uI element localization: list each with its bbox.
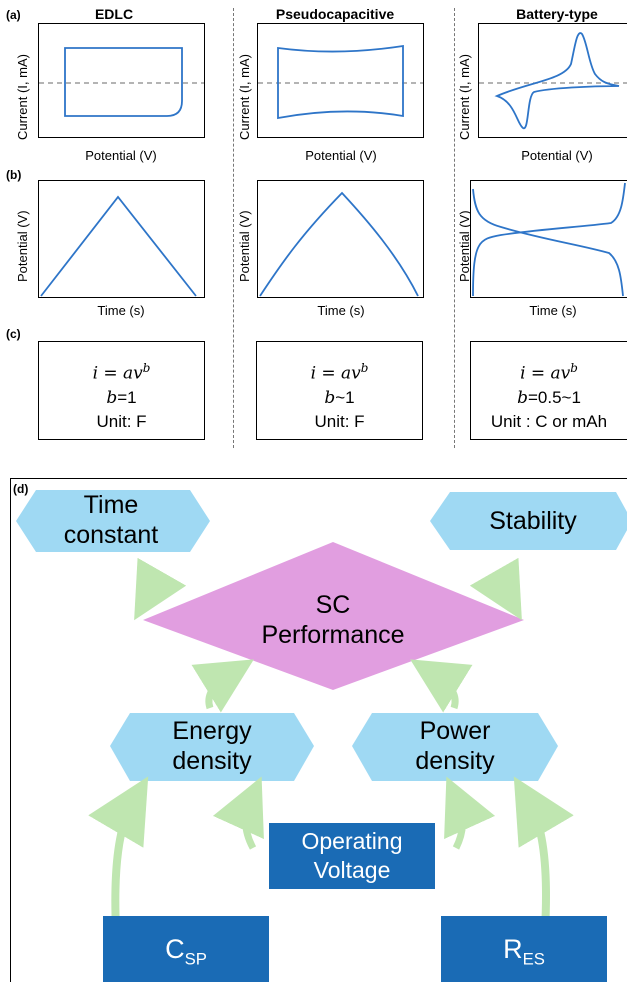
column-separator (233, 8, 234, 448)
b-value: b=1 (106, 387, 137, 408)
arrow (513, 776, 574, 931)
gcd-xlabel: Time (s) (529, 303, 577, 318)
arrow (410, 659, 473, 713)
arrow (469, 557, 522, 621)
power-law-equation: i = avb (92, 361, 151, 384)
equation-box-edlc: i = avb b=1 Unit: F (38, 341, 205, 440)
unit-label: Unit : C or mAh (490, 411, 608, 431)
cv-ylabel: Current (I, mA) (237, 54, 252, 140)
cv-xlabel: Potential (V) (521, 148, 593, 163)
b-value: b=0.5~1 (517, 387, 581, 408)
unit-label: Unit: F (96, 411, 147, 431)
gcd-xlabel: Time (s) (317, 303, 365, 318)
gcd-plot-pseudocapacitive (257, 180, 424, 298)
panel-label-c: (c) (6, 327, 21, 341)
cv-ylabel: Current (I, mA) (15, 54, 30, 140)
cv-plot-edlc (38, 23, 205, 138)
cv-xlabel: Potential (V) (305, 148, 377, 163)
res-box: RES (441, 916, 607, 982)
arrow (444, 776, 496, 850)
operating-voltage-box: Operating Voltage (269, 823, 435, 889)
gcd-plot-edlc (38, 180, 205, 298)
panel-label-b: (b) (6, 168, 22, 182)
cv-xlabel: Potential (V) (85, 148, 157, 163)
arrow (88, 776, 149, 931)
stability-label: Stability (489, 507, 577, 535)
column-title-edlc: EDLC (94, 6, 134, 22)
stability-hexagon (430, 492, 627, 550)
time-constant-label: Time constant (63, 491, 159, 549)
arrow (212, 776, 264, 850)
power-law-equation: i = avb (310, 361, 369, 384)
panel-label-a: (a) (6, 8, 21, 22)
arrow (191, 659, 254, 713)
power-law-equation: i = avb (520, 361, 578, 384)
sc-performance-diamond (143, 542, 524, 690)
b-value: b~1 (324, 387, 355, 408)
panel-label-d: (d) (13, 482, 29, 496)
cv-plot-battery-type (478, 23, 627, 138)
column-separator (454, 8, 455, 448)
gcd-ylabel: Potential (V) (15, 210, 30, 282)
gcd-ylabel: Potential (V) (237, 210, 252, 282)
diagram-frame (10, 478, 627, 982)
equation-box-battery-type: i = avb b=0.5~1 Unit : C or mAh (470, 341, 627, 440)
power-density-hexagon (352, 713, 558, 781)
column-title-battery-type: Battery-type (516, 6, 598, 22)
power-density-label: Power density (415, 717, 495, 775)
cv-plot-pseudocapacitive (257, 23, 424, 138)
sc-performance-label: SC Performance (261, 591, 405, 649)
unit-label: Unit: F (314, 411, 365, 431)
time-constant-hexagon (16, 490, 210, 552)
energy-density-hexagon (110, 713, 314, 781)
energy-density-label: Energy density (172, 717, 252, 775)
csp-box: CSP (103, 916, 269, 982)
column-title-pseudocapacitive: Pseudocapacitive (275, 6, 395, 22)
cv-ylabel: Current (I, mA) (457, 54, 472, 140)
equation-box-pseudocapacitive: i = avb b~1 Unit: F (256, 341, 423, 440)
gcd-xlabel: Time (s) (97, 303, 145, 318)
gcd-plot-battery-type (470, 180, 627, 298)
arrow (134, 557, 187, 621)
diagram-shapes (16, 490, 627, 931)
